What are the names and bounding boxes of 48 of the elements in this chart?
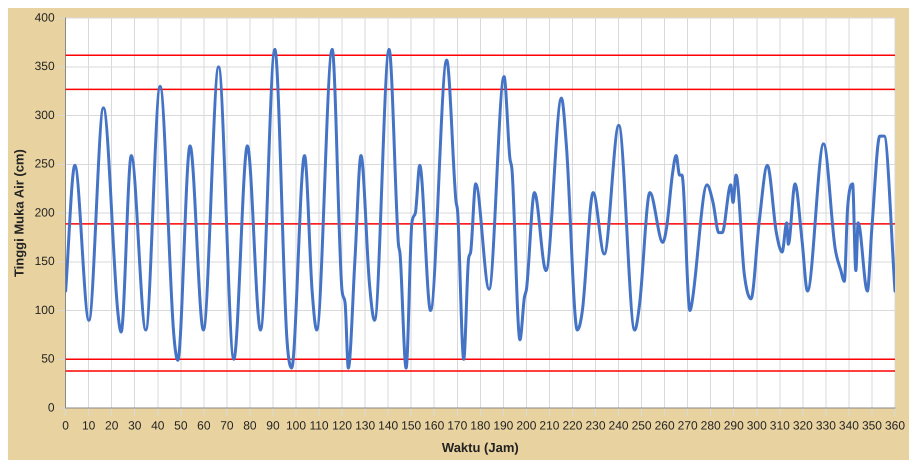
x-tick-label: 310 bbox=[770, 418, 790, 433]
x-tick-label: 170 bbox=[447, 418, 468, 433]
x-tick-label: 10 bbox=[82, 418, 96, 433]
x-tick-label: 0 bbox=[62, 418, 70, 433]
y-tick-label: 150 bbox=[34, 254, 55, 268]
x-tick-label: 90 bbox=[266, 418, 280, 433]
y-tick-label: 0 bbox=[48, 400, 55, 414]
x-tick-label: 250 bbox=[632, 418, 652, 433]
x-tick-label: 60 bbox=[197, 418, 211, 433]
x-tick-label: 80 bbox=[243, 418, 257, 433]
x-tick-label: 350 bbox=[862, 418, 882, 433]
y-axis-title: Tinggi Muka Air (cm) bbox=[11, 149, 26, 278]
x-tick-label: 120 bbox=[332, 418, 352, 433]
y-tick-label: 50 bbox=[41, 352, 55, 366]
x-tick-label: 340 bbox=[838, 418, 860, 433]
y-tick-label: 200 bbox=[34, 205, 55, 220]
x-tick-label: 240 bbox=[608, 418, 629, 433]
y-tick-label: 350 bbox=[34, 59, 55, 74]
y-tick-label: 400 bbox=[34, 10, 55, 25]
x-tick-label: 210 bbox=[539, 418, 560, 433]
x-tick-label: 180 bbox=[470, 418, 491, 433]
y-tick-label: 300 bbox=[34, 108, 55, 122]
x-tick-label: 70 bbox=[220, 418, 234, 433]
x-tick-label: 360 bbox=[884, 418, 906, 433]
x-tick-label: 260 bbox=[654, 418, 675, 433]
x-tick-label: 200 bbox=[516, 418, 537, 433]
x-tick-label: 100 bbox=[286, 418, 306, 433]
x-tick-label: 280 bbox=[700, 418, 722, 433]
x-tick-label: 290 bbox=[724, 418, 744, 433]
x-tick-label: 50 bbox=[174, 418, 188, 433]
x-tick-label: 220 bbox=[562, 418, 583, 433]
x-tick-label: 40 bbox=[151, 418, 165, 433]
y-tick-label: 250 bbox=[34, 156, 55, 171]
x-tick-label: 130 bbox=[355, 418, 376, 433]
x-tick-label: 230 bbox=[585, 418, 606, 433]
x-tick-label: 30 bbox=[128, 418, 142, 433]
x-tick-label: 190 bbox=[493, 418, 514, 433]
x-axis-title: Waktu (Jam) bbox=[442, 440, 519, 455]
x-tick-label: 110 bbox=[309, 418, 329, 433]
y-tick-label: 100 bbox=[34, 302, 55, 317]
x-tick-label: 160 bbox=[424, 418, 445, 433]
x-tick-label: 140 bbox=[378, 418, 398, 433]
x-tick-label: 20 bbox=[105, 418, 119, 433]
x-tick-label: 320 bbox=[792, 418, 814, 433]
x-tick-label: 300 bbox=[746, 418, 768, 433]
x-tick-label: 330 bbox=[816, 418, 836, 433]
x-tick-label: 270 bbox=[678, 418, 698, 433]
x-tick-label: 150 bbox=[401, 418, 422, 433]
